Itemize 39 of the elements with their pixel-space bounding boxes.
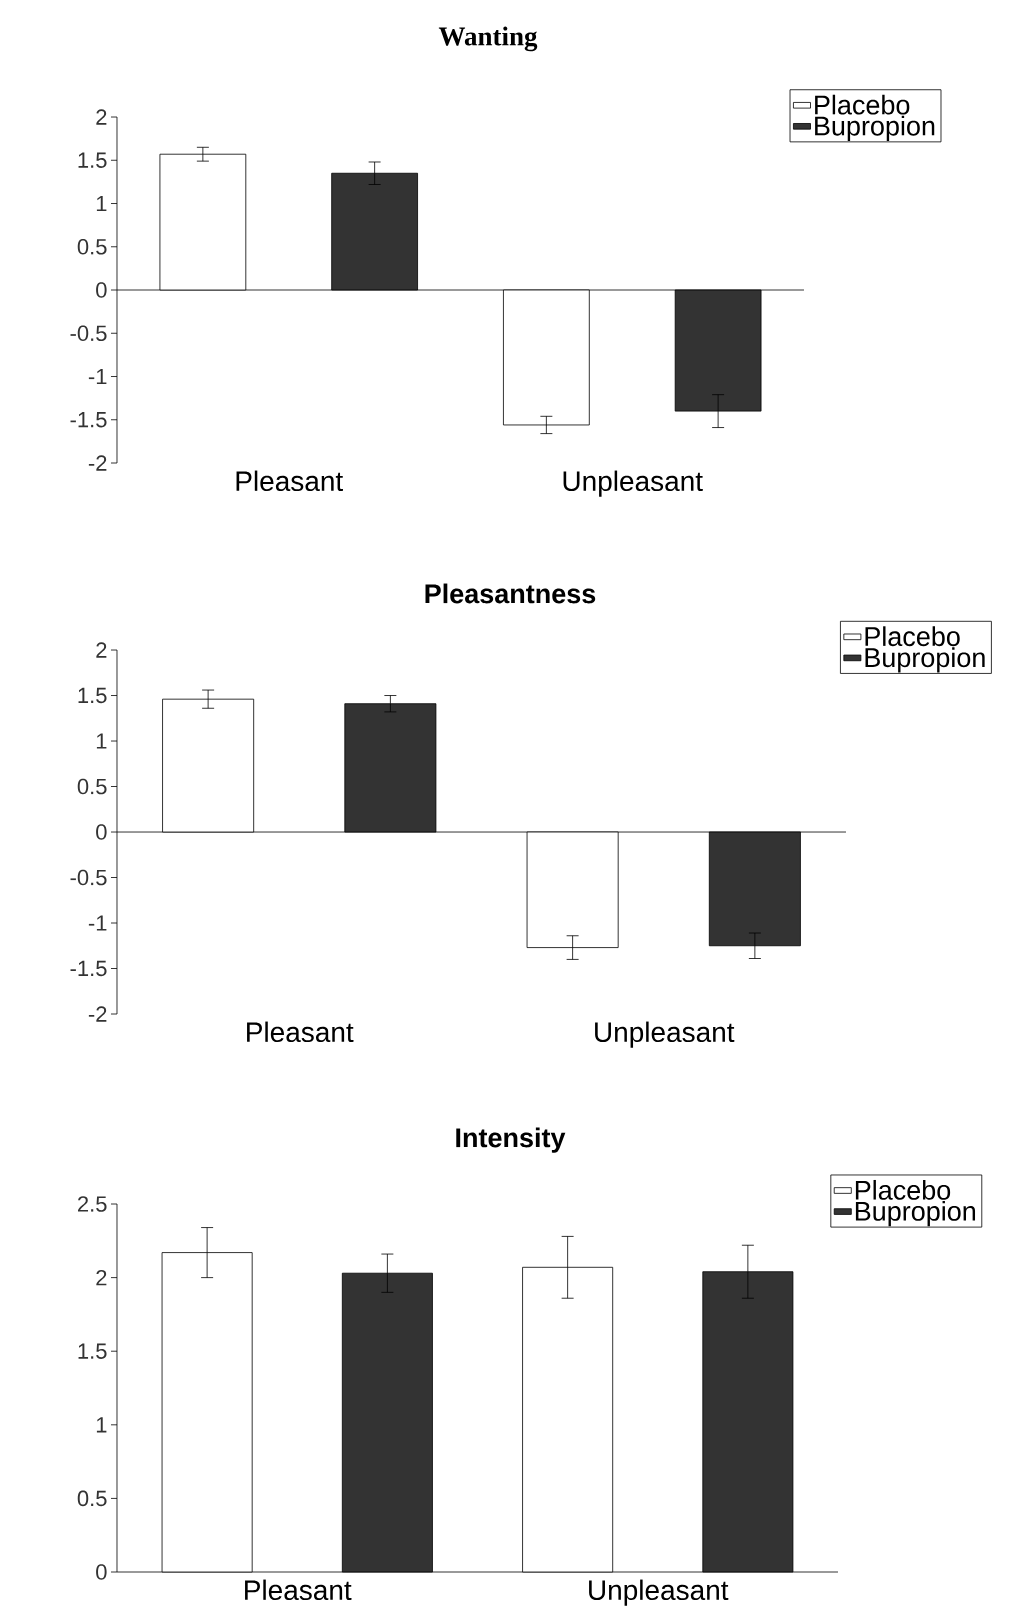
y-tick-label: 1.5	[78, 687, 107, 704]
x-tick-label: Unpleasant	[563, 470, 703, 497]
y-tick-label: -2	[88, 1006, 107, 1022]
x-tick-label: Unpleasant	[589, 1579, 729, 1606]
y-tick-label: 1.5	[78, 152, 107, 168]
x-tick-label: Pleasant	[245, 1579, 352, 1601]
chart-title: Intensity	[456, 1127, 566, 1153]
y-tick-label: 0	[96, 1564, 107, 1580]
y-tick-label: -1.5	[70, 412, 107, 428]
y-tick-label: 0.5	[77, 778, 107, 795]
y-tick-label: 2	[96, 109, 107, 125]
chart-title: Pleasantness	[425, 583, 596, 604]
y-tick-label: 1	[96, 195, 107, 212]
y-tick-label: -2	[88, 455, 107, 471]
y-tick-label: -1	[88, 368, 107, 385]
legend-label: Bupropion	[815, 115, 935, 141]
y-tick-label: -0.5	[70, 869, 107, 886]
y-tick-label: 2.5	[78, 1196, 107, 1212]
y-tick-label: 1	[96, 1417, 107, 1433]
y-tick-label: 0	[96, 282, 107, 298]
y-tick-label: 0.5	[77, 1490, 107, 1507]
y-tick-label: -1.5	[70, 960, 107, 977]
x-tick-label: Unpleasant	[595, 1021, 735, 1048]
y-tick-label: 2	[96, 642, 107, 658]
legend-label: Bupropion	[865, 647, 985, 673]
legend-label: Placebo	[815, 94, 910, 115]
chart-title: Wanting	[438, 26, 538, 52]
y-tick-label: 0.5	[77, 238, 107, 255]
y-tick-label: 0	[96, 824, 107, 840]
legend-label: Bupropion	[855, 1201, 976, 1227]
x-tick-label: Pleasant	[236, 470, 343, 492]
legend-label: Placebo	[865, 626, 960, 647]
y-tick-label: 1	[96, 733, 107, 749]
y-tick-label: -0.5	[70, 325, 107, 342]
y-tick-label: 1.5	[78, 1343, 107, 1359]
y-tick-label: -1	[88, 915, 107, 931]
y-tick-label: 2	[96, 1269, 107, 1286]
x-tick-label: Pleasant	[247, 1021, 354, 1043]
legend-label: Placebo	[855, 1179, 951, 1200]
